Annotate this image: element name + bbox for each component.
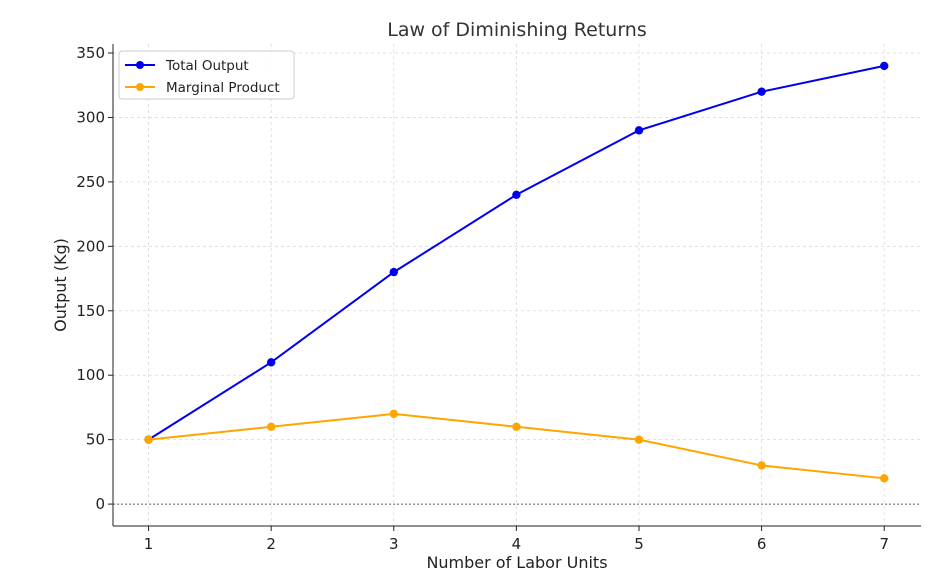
legend: Total Output Marginal Product bbox=[118, 50, 295, 100]
x-tick-label: 6 bbox=[757, 535, 767, 553]
series-group bbox=[144, 61, 889, 483]
data-point bbox=[266, 422, 276, 431]
y-tick-label: 350 bbox=[76, 44, 105, 62]
y-tick-label: 50 bbox=[86, 431, 105, 449]
legend-entry-label: Marginal Product bbox=[166, 80, 280, 96]
data-point bbox=[266, 358, 276, 367]
data-point bbox=[757, 461, 766, 470]
x-tick-label: 4 bbox=[512, 535, 522, 553]
chart-title: Law of Diminishing Returns bbox=[387, 19, 647, 41]
y-ticks: 0 50 100 150 200 250 300 350 bbox=[76, 44, 113, 513]
legend-swatch-marker bbox=[136, 83, 144, 91]
x-axis-label: Number of Labor Units bbox=[426, 553, 607, 572]
x-tick-label: 5 bbox=[634, 535, 644, 553]
x-tick-label: 7 bbox=[879, 535, 889, 553]
grid bbox=[113, 44, 921, 526]
data-point bbox=[389, 409, 398, 419]
axes bbox=[112, 44, 921, 527]
data-point bbox=[512, 190, 521, 199]
y-axis-label: Output (Kg) bbox=[51, 238, 70, 332]
y-tick-label: 0 bbox=[95, 495, 105, 513]
y-tick-label: 150 bbox=[76, 302, 105, 320]
data-point bbox=[634, 435, 644, 444]
data-point bbox=[144, 435, 153, 444]
data-point bbox=[634, 126, 644, 135]
y-tick-label: 100 bbox=[76, 366, 105, 384]
data-point bbox=[880, 61, 889, 71]
legend-box bbox=[118, 50, 295, 100]
data-point bbox=[512, 422, 521, 431]
y-tick-label: 300 bbox=[76, 108, 105, 126]
y-tick-label: 200 bbox=[76, 237, 105, 255]
series-line-0 bbox=[148, 64, 885, 441]
y-tick-label: 250 bbox=[76, 173, 105, 191]
legend-entry-label: Total Output bbox=[165, 58, 249, 74]
data-point bbox=[880, 474, 889, 483]
x-tick-label: 1 bbox=[144, 535, 154, 553]
x-tick-label: 3 bbox=[389, 535, 399, 553]
legend-swatch-marker bbox=[136, 61, 144, 69]
x-tick-label: 2 bbox=[266, 535, 276, 553]
data-point bbox=[757, 87, 766, 96]
x-ticks: 1 2 3 4 5 6 7 bbox=[144, 526, 889, 553]
data-point bbox=[389, 267, 398, 277]
